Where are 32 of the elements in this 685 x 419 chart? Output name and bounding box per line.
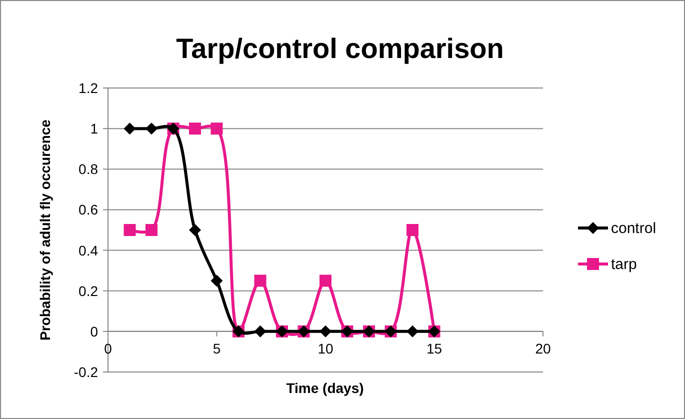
y-tick-label: 1.2 xyxy=(78,80,98,96)
point xyxy=(189,122,201,135)
x-tick-label: 20 xyxy=(535,340,551,356)
x-axis-title: Time (days) xyxy=(286,380,364,396)
y-tick-label: 1 xyxy=(90,120,98,137)
legend-label: control xyxy=(611,220,656,237)
y-tick-label: 0.6 xyxy=(78,202,98,218)
y-tick-label: 0 xyxy=(90,323,98,340)
y-tick-label: 0.2 xyxy=(78,282,98,299)
x-tick-label: 15 xyxy=(426,340,442,356)
point xyxy=(406,325,418,338)
point xyxy=(320,325,332,338)
point xyxy=(210,274,223,287)
point xyxy=(406,224,418,236)
point xyxy=(254,274,266,287)
point xyxy=(146,122,158,135)
legend-label: tarp xyxy=(611,256,637,273)
point xyxy=(189,224,201,236)
y-tick-label: -0.2 xyxy=(74,364,98,380)
point xyxy=(146,224,158,236)
x-tick-label: 0 xyxy=(104,340,112,356)
point xyxy=(210,122,223,135)
y-axis-title: Probability of adult fly occurence xyxy=(37,119,53,340)
x-tick-label: 5 xyxy=(212,340,221,356)
point xyxy=(254,325,266,338)
y-tick-label: 0.4 xyxy=(78,242,98,258)
point xyxy=(124,122,136,135)
chart-title: Tarp/control comparison xyxy=(176,33,504,64)
y-tick-label: 0.8 xyxy=(78,161,98,178)
point xyxy=(320,274,332,287)
x-tick-label: 10 xyxy=(318,340,334,356)
point xyxy=(124,224,136,236)
